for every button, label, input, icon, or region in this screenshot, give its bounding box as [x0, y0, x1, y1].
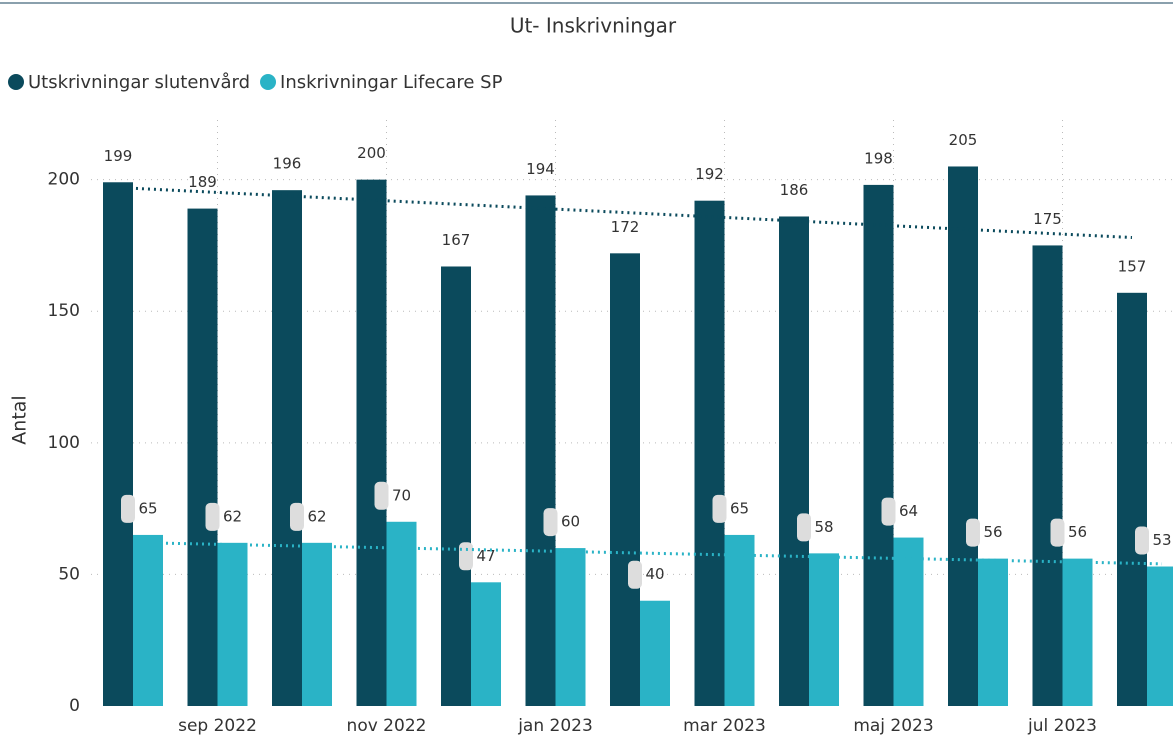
data-label: 64 — [899, 502, 918, 520]
data-label: 53 — [1152, 531, 1171, 549]
y-tick-label: 100 — [48, 433, 80, 453]
x-tick-label: jul 2023 — [1027, 716, 1097, 736]
x-tick-label: mar 2023 — [683, 716, 766, 736]
data-label: 198 — [864, 149, 893, 167]
legend-marker — [260, 74, 277, 90]
data-label: 199 — [104, 147, 133, 165]
data-label: 167 — [442, 231, 471, 249]
y-tick-label: 150 — [48, 301, 80, 321]
data-label: 157 — [1118, 257, 1147, 275]
data-label: 70 — [392, 486, 411, 504]
x-tick-label: jan 2023 — [517, 716, 593, 736]
x-tick-label: nov 2022 — [347, 716, 427, 736]
x-tick-label: maj 2023 — [853, 716, 933, 736]
bar — [893, 537, 924, 706]
bar — [809, 553, 839, 706]
label-bg — [205, 502, 220, 531]
data-label: 194 — [526, 160, 555, 178]
label-bg — [628, 560, 642, 589]
bar — [441, 266, 471, 706]
bar — [948, 166, 978, 706]
data-label: 189 — [188, 173, 217, 191]
legend-label: Utskrivningar slutenvård — [28, 72, 250, 93]
data-label: 62 — [223, 507, 242, 525]
bar — [471, 582, 501, 706]
data-label: 65 — [138, 499, 157, 517]
label-bg — [797, 513, 811, 542]
bar — [103, 182, 133, 706]
data-label: 56 — [1068, 523, 1087, 541]
trend-line — [117, 186, 1133, 240]
data-label: 172 — [611, 218, 640, 236]
y-axis-label: Antal — [9, 395, 31, 444]
label-bg — [543, 508, 558, 537]
bar — [356, 179, 387, 707]
bar — [187, 208, 218, 706]
label-bg — [1135, 526, 1149, 555]
label-bg — [121, 494, 135, 523]
data-label: 175 — [1033, 210, 1062, 228]
bar — [610, 253, 640, 706]
bar — [1032, 245, 1063, 706]
data-label: 205 — [949, 131, 978, 149]
bar — [1147, 566, 1173, 706]
bar — [863, 184, 894, 706]
y-tick-label: 0 — [69, 696, 80, 716]
bar — [217, 542, 248, 706]
bar — [724, 534, 755, 706]
bar — [555, 548, 586, 706]
bar — [1062, 558, 1093, 706]
label-bg — [881, 497, 896, 526]
bar — [133, 534, 163, 706]
y-tick-label: 200 — [48, 170, 80, 190]
bar — [640, 600, 670, 706]
bar — [978, 558, 1008, 706]
y-tick-label: 50 — [58, 564, 80, 584]
data-label: 200 — [357, 144, 386, 162]
label-bg — [290, 502, 304, 531]
data-label: 62 — [307, 507, 326, 525]
data-label: 196 — [273, 155, 302, 173]
data-label: 40 — [645, 565, 664, 583]
x-tick-label: sep 2022 — [178, 716, 257, 736]
data-label: 56 — [983, 523, 1002, 541]
legend-marker — [8, 74, 24, 90]
data-label: 58 — [814, 518, 833, 536]
bar — [302, 542, 332, 706]
label-bg — [459, 542, 473, 571]
data-label: 192 — [695, 165, 724, 183]
data-label: 60 — [561, 513, 580, 531]
bar — [694, 200, 725, 706]
bar — [272, 190, 302, 706]
label-bg — [966, 518, 980, 547]
bar — [386, 521, 417, 706]
legend-label: Inskrivningar Lifecare SP — [280, 72, 503, 93]
bar — [779, 216, 809, 706]
label-bg — [712, 494, 727, 523]
data-label: 65 — [730, 499, 749, 517]
bar — [1117, 292, 1147, 706]
bar — [525, 195, 556, 706]
label-bg — [374, 481, 389, 510]
chart-title: Ut- Inskrivningar — [510, 14, 677, 38]
data-label: 186 — [780, 181, 809, 199]
trend-line — [147, 541, 1163, 566]
label-bg — [1050, 518, 1065, 547]
